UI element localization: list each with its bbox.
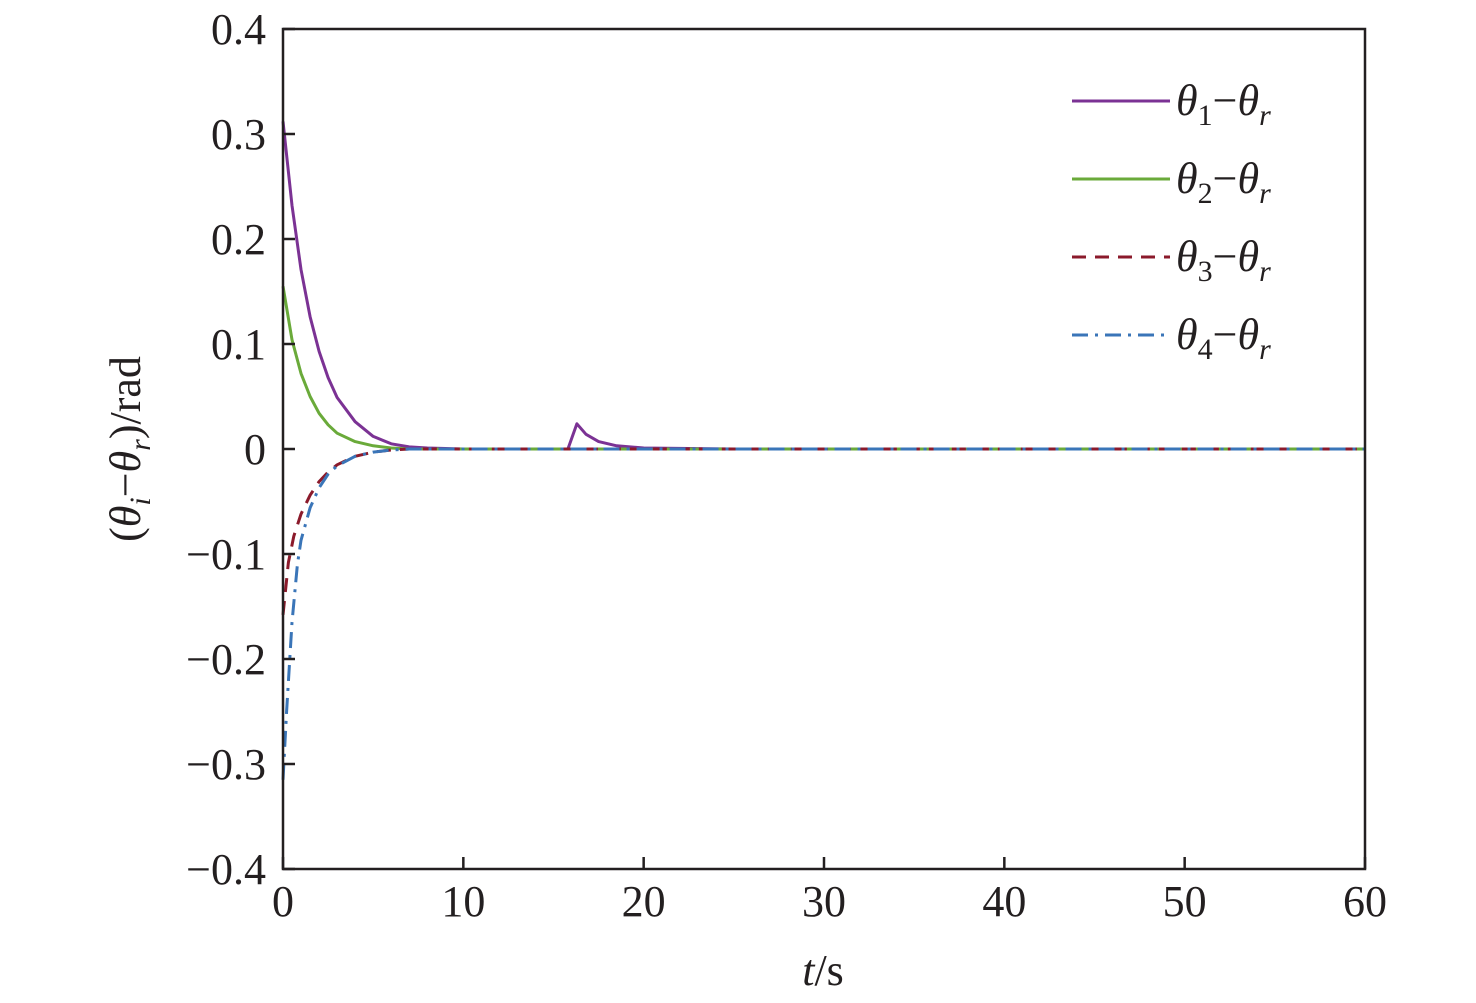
y-axis-label: (θi−θr)/rad [101, 356, 157, 542]
series-line-2 [281, 286, 1365, 451]
x-tick-label: 50 [1163, 877, 1207, 926]
legend-label-2: θ2−θr [1176, 154, 1271, 210]
legend-label-3: θ3−θr [1176, 232, 1271, 288]
x-tick-label: 30 [802, 877, 846, 926]
series-layer [281, 121, 1365, 780]
x-tick-label: 10 [441, 877, 485, 926]
tick-layer: 0 10 20 30 40 50 60 0.4 0.3 0.2 0.1 0 −0.1 −0.2 −0.3 −0… [186, 5, 1387, 926]
series-line-3 [281, 447, 1365, 616]
y-tick-label: 0.1 [211, 320, 266, 369]
legend-label-1: θ1−θr [1176, 76, 1271, 132]
y-tick-label: 0 [244, 425, 266, 474]
legend: θ1−θr θ2−θr θ3−θr θ4−θr [1072, 76, 1271, 366]
x-tick-label: 60 [1343, 877, 1387, 926]
y-tick-label: −0.3 [186, 740, 266, 789]
series-line-4 [281, 447, 1365, 780]
y-tick-label: 0.2 [211, 215, 266, 264]
x-tick-label: 0 [272, 877, 294, 926]
y-tick-label: −0.1 [186, 530, 266, 579]
x-tick-label: 40 [982, 877, 1026, 926]
y-tick-label: −0.2 [186, 635, 266, 684]
y-tick-label: 0.4 [211, 5, 266, 54]
x-tick-label: 20 [622, 877, 666, 926]
y-tick-label: −0.4 [186, 845, 266, 894]
legend-label-4: θ4−θr [1176, 310, 1271, 366]
y-tick-label: 0.3 [211, 110, 266, 159]
x-axis-label: t/s [802, 946, 844, 995]
